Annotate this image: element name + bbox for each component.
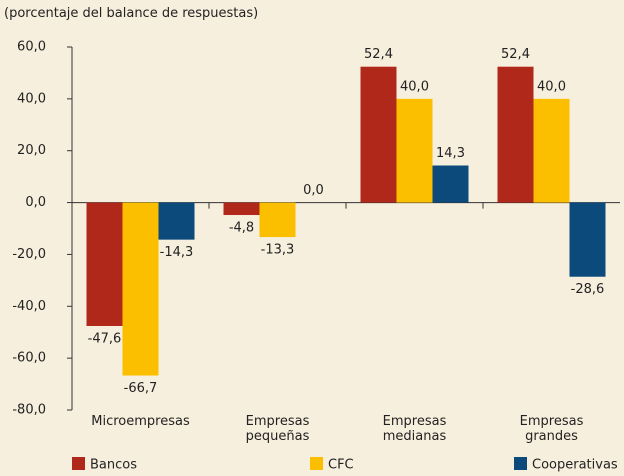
bar: [569, 202, 606, 277]
legend-swatch: [514, 457, 527, 470]
value-label: 40,0: [537, 79, 566, 94]
y-tick-label: -40,0: [12, 299, 46, 314]
y-tick-label: 40,0: [17, 91, 46, 106]
value-label: 52,4: [501, 47, 530, 62]
legend-label: Bancos: [90, 458, 137, 473]
bar: [158, 202, 195, 240]
value-label: 52,4: [364, 47, 393, 62]
y-tick-label: 20,0: [17, 143, 46, 158]
legend-swatch: [72, 457, 85, 470]
legend-swatch: [310, 457, 323, 470]
x-tick-label: Empresas grandes: [519, 414, 584, 444]
value-label: -13,3: [261, 243, 295, 258]
value-label: 14,3: [436, 146, 465, 161]
y-tick-label: -80,0: [12, 403, 46, 418]
bar: [432, 165, 469, 203]
chart-subtitle: (porcentaje del balance de respuestas): [4, 6, 259, 21]
bar: [360, 66, 397, 203]
x-tick-label: Microempresas: [91, 414, 190, 429]
x-tick-label: Empresas pequeñas: [245, 414, 310, 444]
value-label: -47,6: [88, 331, 122, 346]
bar: [396, 98, 433, 203]
value-label: -4,8: [229, 221, 254, 236]
value-label: 0,0: [303, 183, 324, 198]
y-tick-label: -60,0: [12, 351, 46, 366]
bar: [259, 202, 296, 238]
bar: [122, 202, 159, 376]
bar: [497, 66, 534, 203]
y-tick-label: 60,0: [17, 40, 46, 55]
bar: [86, 202, 123, 326]
value-label: -66,7: [124, 381, 158, 396]
x-tick-label: Empresas medianas: [382, 414, 447, 444]
value-label: -14,3: [160, 245, 194, 260]
value-label: 40,0: [400, 79, 429, 94]
value-label: -28,6: [571, 282, 605, 297]
bar: [533, 98, 570, 203]
y-tick-label: 0,0: [25, 195, 46, 210]
legend-label: Cooperativas: [532, 458, 618, 473]
y-tick-label: -20,0: [12, 247, 46, 262]
bar: [223, 202, 260, 216]
legend-label: CFC: [328, 458, 354, 473]
